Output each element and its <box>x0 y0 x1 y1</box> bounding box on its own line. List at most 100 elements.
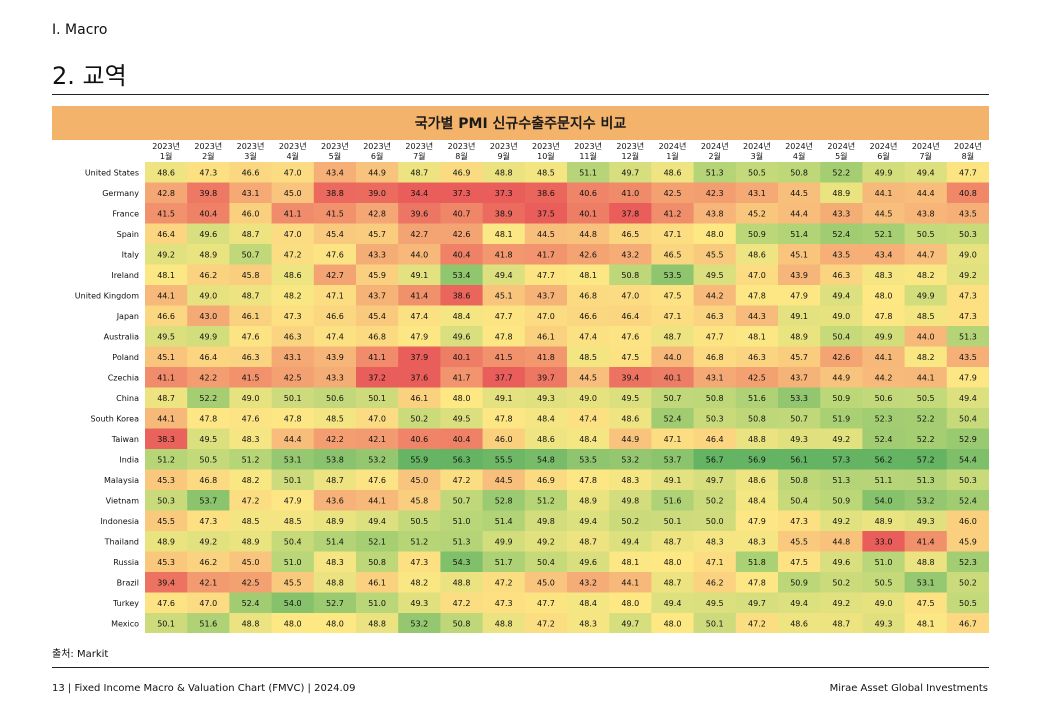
heatmap-cell <box>187 305 230 327</box>
cell-value-label: 48.6 <box>537 435 555 444</box>
cell-value-label: 44.1 <box>875 353 893 362</box>
cell-value-label: 50.4 <box>790 496 808 505</box>
heatmap-cell <box>778 531 821 552</box>
heatmap-cell <box>271 572 315 593</box>
cell-value-label: 56.9 <box>748 455 766 464</box>
column-header-year: 2023년 <box>405 141 433 151</box>
heatmap-cell <box>862 346 906 368</box>
heatmap-cell <box>946 223 989 245</box>
cell-value-label: 48.1 <box>748 332 766 341</box>
cell-value-label: 46.3 <box>706 312 724 321</box>
heatmap-cell <box>735 264 779 286</box>
heatmap-cell <box>229 592 273 614</box>
heatmap-cell <box>862 182 906 204</box>
heatmap-cell <box>693 592 737 614</box>
heatmap-cell <box>651 510 695 532</box>
heatmap-cell <box>862 551 906 573</box>
heatmap-cell <box>609 490 652 511</box>
heatmap-cell <box>482 346 526 368</box>
column-header-year: 2024년 <box>827 141 855 151</box>
heatmap-cell <box>651 182 695 204</box>
heatmap-cell <box>398 510 441 532</box>
heatmap-cell <box>778 592 821 614</box>
cell-value-label: 54.8 <box>537 455 555 464</box>
heatmap-cell <box>482 490 526 511</box>
cell-value-label: 43.5 <box>959 353 977 362</box>
heatmap-cell <box>904 346 948 368</box>
cell-value-label: 52.7 <box>326 599 344 608</box>
heatmap-cell <box>482 162 526 183</box>
heatmap-cell <box>229 244 273 265</box>
heatmap-cell <box>567 305 610 327</box>
heatmap-cell <box>609 162 652 183</box>
cell-value-label: 50.0 <box>706 517 724 526</box>
heatmap-cell <box>651 326 695 347</box>
heatmap-cell <box>356 244 399 265</box>
cell-value-label: 50.8 <box>748 414 766 423</box>
heatmap-cell <box>356 326 399 347</box>
heatmap-cell <box>440 510 484 532</box>
cell-value-label: 50.4 <box>284 537 302 546</box>
cell-value-label: 47.2 <box>242 496 260 505</box>
cell-value-label: 49.0 <box>875 599 893 608</box>
cell-value-label: 47.1 <box>326 291 344 300</box>
heatmap-cell <box>187 367 230 388</box>
footer-divider <box>52 667 989 668</box>
heatmap-cell <box>820 223 863 245</box>
heatmap-cell <box>271 510 315 532</box>
cell-value-label: 43.8 <box>706 209 724 218</box>
cell-value-label: 55.9 <box>410 455 428 464</box>
heatmap-cell <box>693 305 737 327</box>
heatmap-cell <box>313 367 357 388</box>
cell-value-label: 47.7 <box>706 332 724 341</box>
cell-value-label: 53.4 <box>453 271 471 280</box>
cell-value-label: 48.1 <box>495 230 513 239</box>
cell-value-label: 50.2 <box>706 496 724 505</box>
heatmap-cell <box>313 510 357 532</box>
cell-value-label: 50.1 <box>284 476 302 485</box>
cell-value-label: 42.6 <box>453 230 471 239</box>
heatmap-cell <box>820 387 863 409</box>
heatmap-cell <box>862 326 906 347</box>
heatmap-cell <box>693 367 737 388</box>
heatmap-cell <box>946 326 989 347</box>
cell-value-label: 46.6 <box>157 312 175 321</box>
heatmap-cell <box>946 510 989 532</box>
heatmap-cell <box>313 305 357 327</box>
cell-value-label: 49.3 <box>410 599 428 608</box>
cell-value-label: 38.3 <box>157 435 175 444</box>
cell-value-label: 48.4 <box>453 312 471 321</box>
heatmap-cell <box>313 551 357 573</box>
heatmap-cell <box>187 182 230 204</box>
heatmap-cell <box>862 428 906 450</box>
cell-value-label: 49.0 <box>199 291 217 300</box>
heatmap-cell <box>862 223 906 245</box>
row-label-country: India <box>119 455 139 464</box>
cell-value-label: 48.3 <box>326 558 344 567</box>
heatmap-cell <box>609 367 652 388</box>
heatmap-cell <box>440 613 484 633</box>
heatmap-cell <box>524 531 568 552</box>
cell-value-label: 44.0 <box>917 332 935 341</box>
cell-value-label: 48.9 <box>579 496 597 505</box>
cell-value-label: 50.5 <box>199 455 217 464</box>
cell-value-label: 47.9 <box>284 496 302 505</box>
cell-value-label: 45.3 <box>157 476 175 485</box>
cell-value-label: 45.0 <box>537 578 555 587</box>
cell-value-label: 48.9 <box>790 332 808 341</box>
heatmap-cell <box>313 326 357 347</box>
cell-value-label: 47.4 <box>410 312 428 321</box>
heatmap-cell <box>313 408 357 429</box>
cell-value-label: 48.9 <box>875 517 893 526</box>
heatmap-cell <box>145 387 188 409</box>
cell-value-label: 49.9 <box>495 537 513 546</box>
heatmap-cell <box>862 285 906 306</box>
heatmap-cell <box>609 182 652 204</box>
cell-value-label: 42.8 <box>157 189 175 198</box>
heatmap-cell <box>398 326 441 347</box>
cell-value-label: 40.1 <box>579 209 597 218</box>
heatmap-cell <box>735 367 779 388</box>
heatmap-cell <box>440 428 484 450</box>
heatmap-cell <box>440 346 484 368</box>
cell-value-label: 45.0 <box>242 558 260 567</box>
